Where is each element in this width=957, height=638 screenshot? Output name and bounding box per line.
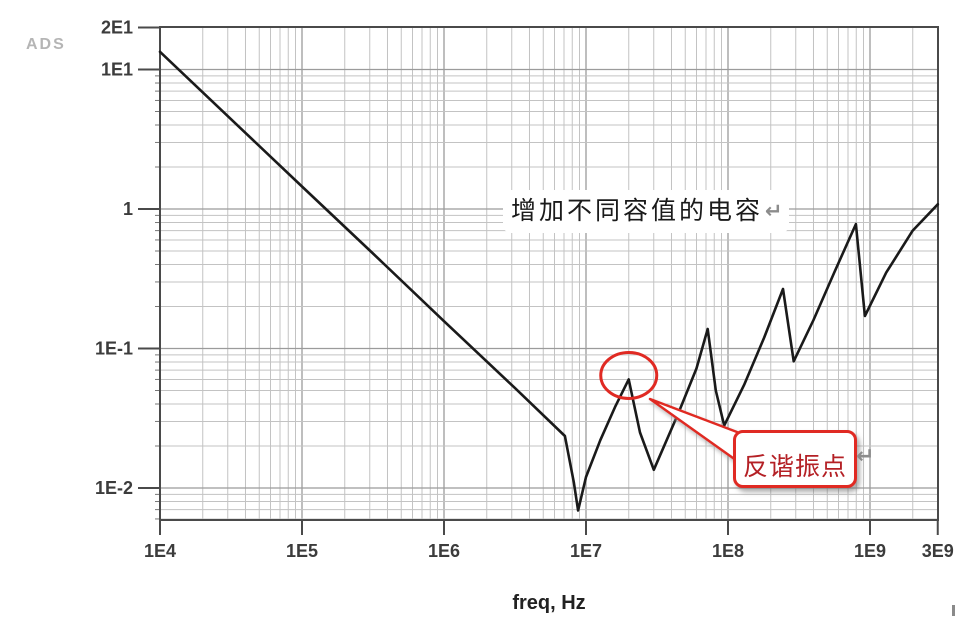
x-tick-label: 1E6	[428, 541, 460, 561]
x-tick-label: 1E5	[286, 541, 318, 561]
ads-logo: ADS	[26, 36, 66, 53]
return-mark-icon: ↵	[765, 199, 783, 223]
x-tick-label: 1E7	[570, 541, 602, 561]
x-axis-title: freq, Hz	[512, 592, 586, 614]
y-tick-label: 1	[123, 199, 133, 219]
anti-resonance-callout-text: 反谐振点	[742, 454, 847, 481]
text-cursor-mark	[952, 605, 955, 616]
anti-resonance-circle	[599, 350, 659, 400]
annotation-add-capacitors-text: 增加不同容值的电容	[511, 197, 764, 225]
x-tick-label: 1E9	[854, 541, 886, 561]
x-tick-label: 1E4	[144, 541, 176, 561]
anti-resonance-callout: 反谐振点	[733, 430, 857, 488]
y-tick-label: 1E-2	[95, 478, 133, 498]
x-tick-label: 3E9	[922, 541, 954, 561]
return-mark-icon: ↵	[856, 444, 875, 469]
x-tick-label: 1E8	[712, 541, 744, 561]
axis-ticks-and-labels: 1E4 1E5 1E6 1E7 1E8 1E9 3E9 2E1 1E1 1 1E-1 1E-2	[95, 18, 954, 561]
y-tick-label: 1E-1	[95, 339, 133, 359]
callout-pointer-wedge	[648, 397, 742, 465]
plot-frame	[159, 26, 939, 521]
annotation-add-capacitors: 增加不同容值的电容 ↵	[503, 190, 789, 233]
y-tick-label: 1E1	[101, 60, 133, 80]
y-tick-label: 2E1	[101, 18, 133, 38]
